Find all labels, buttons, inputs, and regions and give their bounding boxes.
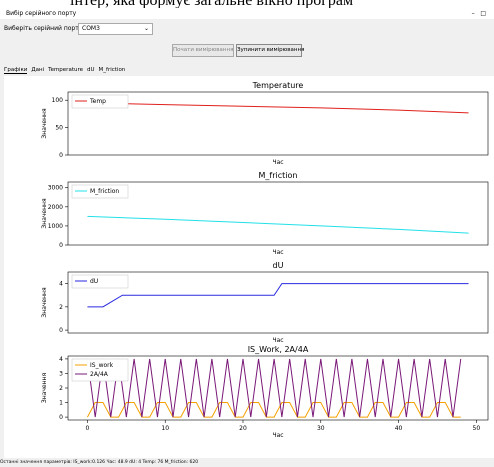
y-tick-label: 4 bbox=[59, 281, 63, 288]
stop-button[interactable]: Зупинити вимірювання bbox=[236, 44, 304, 57]
y-tick-label: 1000 bbox=[48, 223, 63, 230]
series-line bbox=[87, 102, 469, 114]
y-tick-label: 100 bbox=[52, 97, 64, 104]
axes-frame bbox=[67, 91, 489, 156]
y-tick-label: 0 bbox=[59, 242, 63, 249]
port-label: Виберіть серійний порт: bbox=[4, 25, 81, 32]
x-tick-label: 40 bbox=[395, 425, 403, 432]
title-bar: Вибір серійного порту – □ bbox=[0, 8, 494, 19]
y-tick-label: 1 bbox=[59, 400, 63, 407]
status-bar: Останні значення параметрів: IS_work:0.1… bbox=[0, 460, 199, 465]
window-controls[interactable]: – □ bbox=[471, 10, 486, 17]
legend-label: dU bbox=[90, 278, 98, 285]
y-tick-label: 4 bbox=[59, 356, 63, 363]
charts: Temperature050100ЧасЗначенняTempM_fricti… bbox=[4, 76, 494, 458]
window-title: Вибір серійного порту bbox=[6, 10, 77, 17]
legend: IS_work 2A/4A bbox=[71, 358, 129, 382]
legend-label: IS_work bbox=[90, 362, 114, 369]
axes-frame bbox=[67, 181, 489, 246]
y-tick-label: 50 bbox=[55, 125, 63, 132]
series-line bbox=[87, 215, 469, 234]
axes-frame bbox=[67, 271, 489, 334]
chart-title: dU bbox=[273, 261, 284, 270]
y-tick-label: 2 bbox=[59, 385, 63, 392]
y-tick-label: 0 bbox=[59, 152, 63, 159]
x-axis-label: Час bbox=[272, 249, 283, 256]
tab[interactable]: Дані bbox=[31, 67, 45, 73]
chart-title: M_friction bbox=[259, 171, 298, 180]
y-axis-label: Значення bbox=[41, 373, 48, 404]
x-axis-label: Час bbox=[272, 432, 283, 439]
legend-box bbox=[71, 274, 129, 289]
tab-bar: Графіки Дані Temperature dU M_friction bbox=[4, 67, 129, 74]
legend: M_friction bbox=[71, 184, 129, 199]
legend-label: M_friction bbox=[90, 188, 119, 195]
tab[interactable]: Temperature bbox=[48, 67, 83, 73]
legend-box bbox=[71, 184, 129, 199]
legend-label: Temp bbox=[89, 98, 106, 105]
legend-box bbox=[71, 94, 129, 109]
y-tick-label: 3 bbox=[59, 370, 63, 377]
y-tick-label: 3000 bbox=[48, 185, 63, 192]
tab[interactable]: dU bbox=[86, 67, 95, 73]
y-tick-label: 0 bbox=[59, 414, 63, 421]
caption: інтер, яка формує загальне вікно програм bbox=[0, 0, 494, 8]
x-tick-label: 10 bbox=[161, 425, 169, 432]
series-line bbox=[87, 402, 461, 418]
x-tick-label: 50 bbox=[473, 425, 481, 432]
x-tick-label: 30 bbox=[317, 425, 325, 432]
series-line bbox=[86, 358, 462, 418]
plot-background bbox=[4, 76, 494, 458]
y-axis-label: Значення bbox=[41, 198, 48, 229]
caption-text: інтер, яка формує загальне вікно програм bbox=[70, 0, 353, 8]
y-tick-label: 0 bbox=[59, 327, 63, 334]
chart-title: Temperature bbox=[252, 81, 304, 90]
tab[interactable]: M_friction bbox=[98, 67, 126, 73]
y-axis-label: Значення bbox=[41, 108, 48, 139]
chart-title: IS_Work, 2A/4A bbox=[248, 345, 309, 354]
x-axis-label: Час bbox=[272, 159, 283, 166]
x-tick-label: 0 bbox=[86, 425, 90, 432]
x-axis-label: Час bbox=[272, 337, 283, 344]
y-tick-label: 2 bbox=[59, 304, 63, 311]
x-tick-label: 20 bbox=[239, 425, 247, 432]
tab[interactable]: Графіки bbox=[4, 67, 28, 74]
y-axis-label: Значення bbox=[41, 287, 48, 318]
series-line bbox=[87, 283, 469, 308]
legend: Temp bbox=[71, 94, 129, 109]
y-tick-label: 2000 bbox=[48, 204, 63, 211]
port-value: COM3 bbox=[82, 25, 100, 32]
start-button[interactable]: Почати вимірювання bbox=[172, 44, 234, 57]
port-combo[interactable]: COM3 ⌄ bbox=[78, 23, 153, 35]
legend-label: 2A/4A bbox=[90, 371, 109, 378]
legend: dU bbox=[71, 274, 129, 289]
